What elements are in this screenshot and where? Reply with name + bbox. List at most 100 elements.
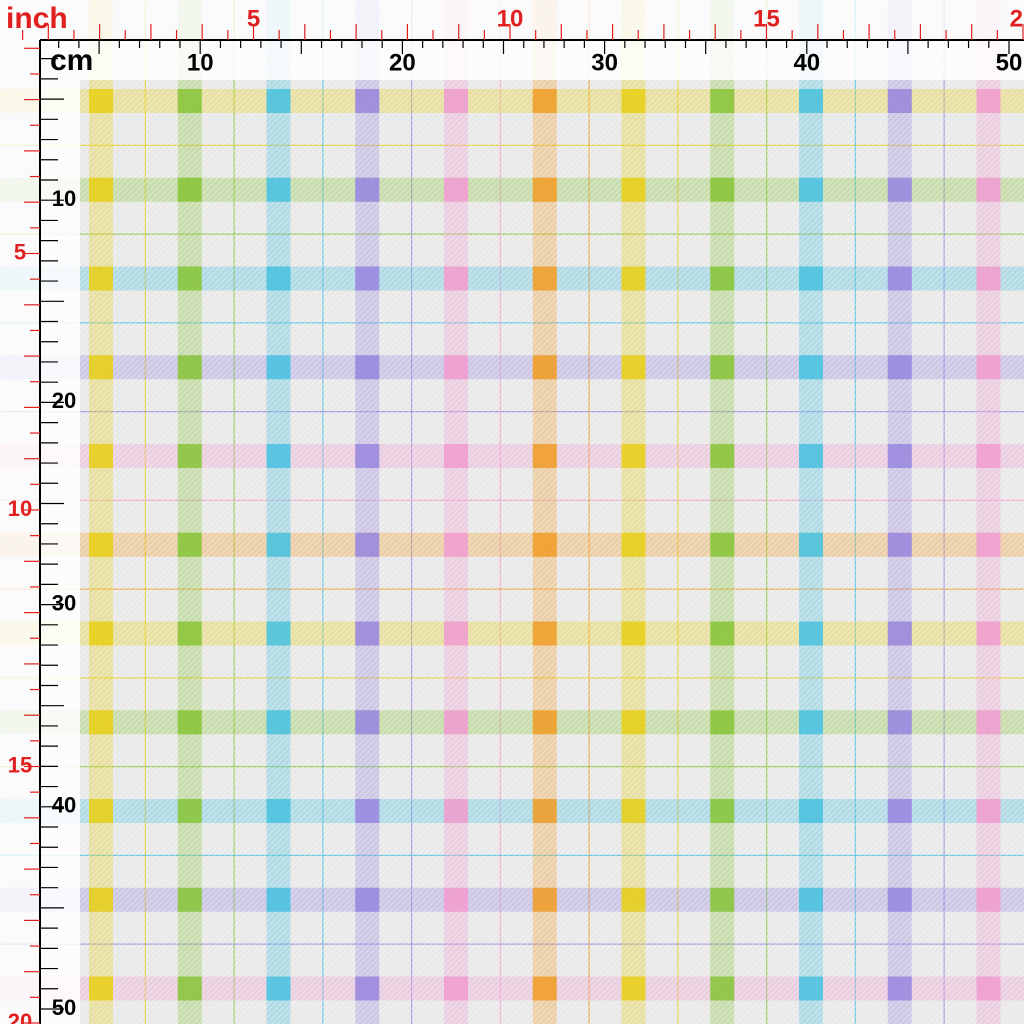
square xyxy=(177,444,202,468)
square xyxy=(976,710,1001,735)
square xyxy=(89,621,113,646)
square xyxy=(621,444,646,468)
square xyxy=(177,621,202,646)
square xyxy=(444,266,468,291)
square xyxy=(710,89,735,113)
square xyxy=(710,532,735,557)
square xyxy=(976,799,1001,823)
square xyxy=(532,355,557,380)
inch-label: 10 xyxy=(497,5,524,32)
square xyxy=(976,444,1001,468)
square xyxy=(89,266,113,291)
square xyxy=(532,532,557,557)
cm-label: 20 xyxy=(389,49,416,76)
inch-label: 20 xyxy=(1010,5,1024,32)
square xyxy=(266,89,291,113)
square xyxy=(444,976,468,1001)
square xyxy=(710,976,735,1001)
square xyxy=(621,621,646,646)
square xyxy=(532,444,557,468)
square xyxy=(444,710,468,735)
square xyxy=(710,355,735,380)
cm-ruler-top xyxy=(40,40,1024,80)
square xyxy=(710,710,735,735)
square xyxy=(887,710,912,735)
square xyxy=(177,532,202,557)
square xyxy=(976,89,1001,113)
square xyxy=(177,89,202,113)
cm-ruler-left xyxy=(40,80,80,1024)
cm-label: 20 xyxy=(52,388,76,413)
square xyxy=(444,887,468,912)
square xyxy=(177,355,202,380)
cm-label: 10 xyxy=(187,49,214,76)
inch-ruler-left xyxy=(0,40,40,1024)
square xyxy=(444,532,468,557)
square xyxy=(532,887,557,912)
square xyxy=(976,887,1001,912)
square xyxy=(799,976,823,1001)
cm-label: 50 xyxy=(996,49,1023,76)
square xyxy=(887,444,912,468)
square xyxy=(355,444,380,468)
square xyxy=(444,621,468,646)
cm-label: 40 xyxy=(52,793,76,818)
square xyxy=(532,89,557,113)
square xyxy=(177,799,202,823)
square xyxy=(177,177,202,202)
square xyxy=(887,266,912,291)
inch-label: 20 xyxy=(8,1009,32,1024)
cm-label: 40 xyxy=(793,49,820,76)
square xyxy=(177,976,202,1001)
square xyxy=(444,177,468,202)
square xyxy=(532,177,557,202)
square xyxy=(887,177,912,202)
cm-label: 10 xyxy=(52,186,76,211)
square xyxy=(266,799,291,823)
square xyxy=(355,355,380,380)
square xyxy=(976,266,1001,291)
square xyxy=(799,887,823,912)
square xyxy=(444,444,468,468)
square xyxy=(266,976,291,1001)
square xyxy=(89,976,113,1001)
square xyxy=(976,621,1001,646)
square xyxy=(266,444,291,468)
square xyxy=(887,89,912,113)
square xyxy=(89,355,113,380)
cm-label: 30 xyxy=(591,49,618,76)
square xyxy=(621,532,646,557)
square xyxy=(887,799,912,823)
square xyxy=(355,89,380,113)
square xyxy=(532,621,557,646)
inch-label: 10 xyxy=(8,496,32,521)
inch-label: 15 xyxy=(753,5,780,32)
square xyxy=(976,177,1001,202)
cm-label: 50 xyxy=(52,995,76,1020)
square xyxy=(799,621,823,646)
square xyxy=(976,355,1001,380)
inch-unit: inch xyxy=(6,2,68,35)
square xyxy=(177,887,202,912)
inch-label: 15 xyxy=(8,752,32,777)
square xyxy=(355,887,380,912)
square xyxy=(887,532,912,557)
square xyxy=(799,799,823,823)
square xyxy=(355,266,380,291)
square xyxy=(444,799,468,823)
square xyxy=(621,799,646,823)
square xyxy=(89,89,113,113)
square xyxy=(266,532,291,557)
square xyxy=(89,444,113,468)
square xyxy=(177,266,202,291)
square xyxy=(799,532,823,557)
square xyxy=(799,710,823,735)
square xyxy=(799,266,823,291)
square xyxy=(976,532,1001,557)
square xyxy=(887,976,912,1001)
square xyxy=(355,710,380,735)
square xyxy=(266,710,291,735)
